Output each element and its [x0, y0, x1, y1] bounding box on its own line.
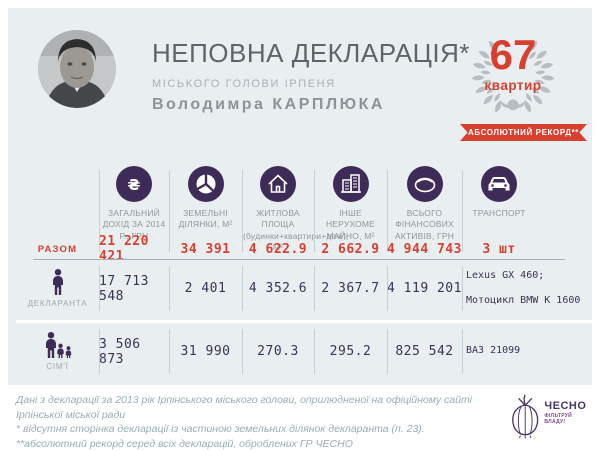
hryvnia-icon: ₴ — [116, 166, 152, 202]
family-income: 3 506 873 — [99, 323, 169, 380]
page-title: НЕПОВНА ДЕКЛАРАЦІЯ* — [152, 38, 470, 69]
declarant-transport: Lexus GX 460; Мотоцикл BMW K 1600 — [462, 260, 592, 317]
row-total: РАЗОМ 21 220 421 34 391 4 622.9 2 662.9 … — [16, 234, 592, 258]
house-icon — [260, 166, 296, 202]
footnote-asterisk: * відсутня сторінка декларації із частин… — [16, 422, 508, 437]
svg-text:₴: ₴ — [128, 176, 141, 194]
apartments-count: 67 — [455, 34, 571, 76]
building-icon — [333, 166, 369, 202]
header-titles: НЕПОВНА ДЕКЛАРАЦІЯ* МІСЬКОГО ГОЛОВИ ІРПЕ… — [152, 38, 470, 114]
declaration-card: НЕПОВНА ДЕКЛАРАЦІЯ* МІСЬКОГО ГОЛОВИ ІРПЕ… — [8, 8, 592, 385]
finances-icon — [407, 166, 443, 202]
chesno-logo-text: ЧЕСНО ФІЛЬТРУЙ ВЛАДУ! — [544, 400, 590, 425]
table-header: ₴ ЗАГАЛЬНИЙ ДОХІД ЗА 2014 Р., ГРН ЗЕМЕЛЬ… — [16, 158, 592, 233]
portrait-silhouette — [38, 30, 116, 108]
portrait-photo — [38, 30, 116, 108]
footnotes: Дані з декларації за 2013 рік Ірпінськог… — [8, 389, 508, 451]
award-badge: 67 квартир АБСОЛЮТНИЙ РЕКОРД** — [455, 24, 595, 146]
person-name: Володимра КАРПЛЮКА — [152, 96, 470, 114]
chesno-tagline: ФІЛЬТРУЙ ВЛАДУ! — [544, 413, 590, 425]
family-icon — [43, 332, 73, 359]
garlic-icon — [508, 391, 542, 441]
declarant-housing: 4 352.6 — [242, 260, 314, 317]
row-family: СІМ'Ї 3 506 873 31 990 270.3 295.2 825 5… — [16, 320, 592, 380]
family-transport: ВАЗ 21099 — [462, 323, 592, 380]
person-icon — [50, 269, 66, 296]
row-declarant: ДЕКЛАРАНТА 17 713 548 2 401 4 352.6 2 36… — [16, 260, 592, 317]
apartments-unit: квартир — [455, 78, 571, 93]
record-ribbon: АБСОЛЮТНИЙ РЕКОРД** — [460, 124, 587, 141]
chesno-logo: ЧЕСНО ФІЛЬТРУЙ ВЛАДУ! — [508, 389, 590, 441]
family-housing: 270.3 — [242, 323, 314, 380]
footer: Дані з декларації за 2013 рік Ірпінськог… — [8, 389, 592, 451]
land-plots-icon — [188, 166, 224, 202]
declarant-row-label: ДЕКЛАРАНТА — [28, 299, 88, 308]
declarant-finances: 4 119 201 — [387, 260, 462, 317]
footnote-double-asterisk: **абсолютний рекорд серед всіх деклараці… — [16, 437, 508, 451]
car-icon — [481, 166, 517, 202]
family-row-header: СІМ'Ї — [16, 323, 99, 380]
family-finances: 825 542 — [387, 323, 462, 380]
page-subtitle: МІСЬКОГО ГОЛОВИ ІРПЕНЯ — [152, 78, 470, 90]
footnote-source: Дані з декларації за 2013 рік Ірпінськог… — [16, 393, 508, 422]
family-land: 31 990 — [169, 323, 242, 380]
chesno-name: ЧЕСНО — [544, 400, 590, 412]
family-row-label: СІМ'Ї — [46, 362, 68, 371]
declarant-other-property: 2 367.7 — [314, 260, 387, 317]
declarant-land: 2 401 — [169, 260, 242, 317]
declarant-row-header: ДЕКЛАРАНТА — [16, 260, 99, 317]
declarant-income: 17 713 548 — [99, 260, 169, 317]
family-other-property: 295.2 — [314, 323, 387, 380]
